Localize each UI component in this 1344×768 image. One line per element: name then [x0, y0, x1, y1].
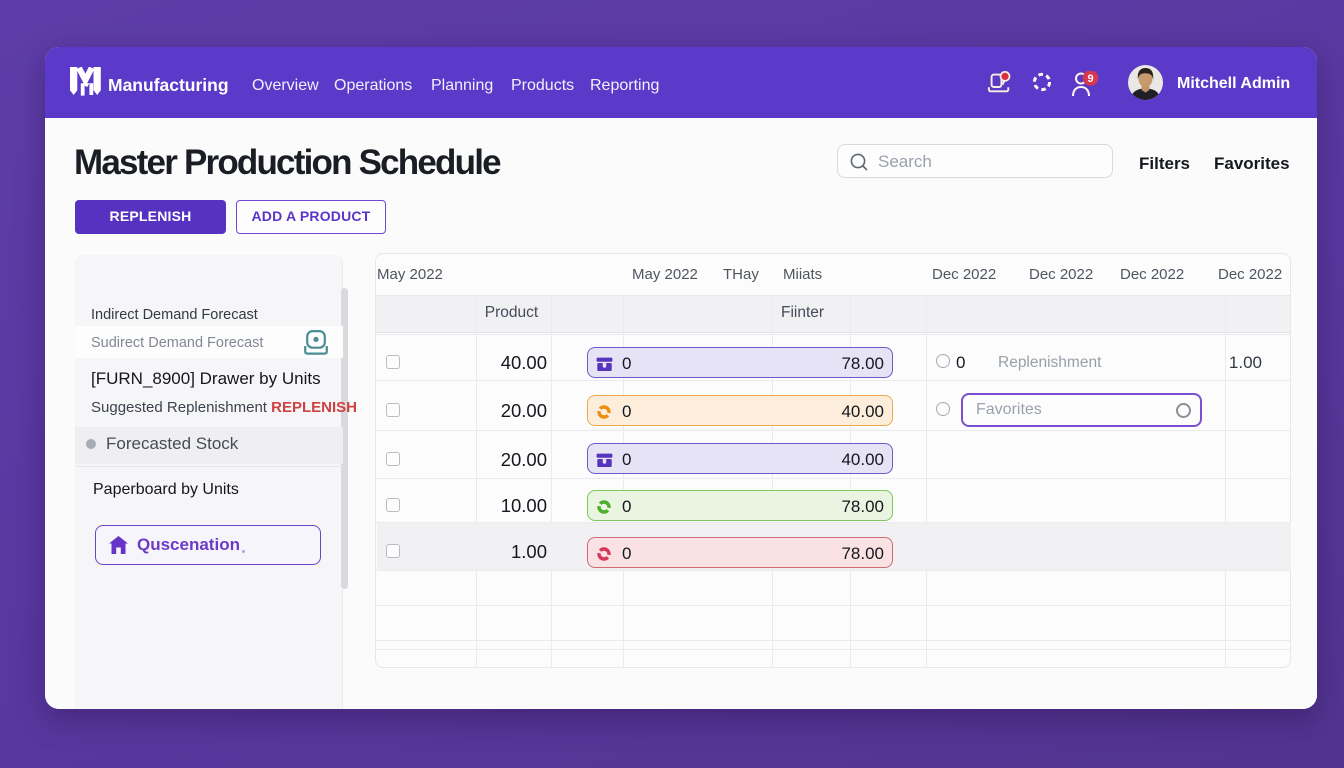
- svg-text:9: 9: [1087, 73, 1093, 85]
